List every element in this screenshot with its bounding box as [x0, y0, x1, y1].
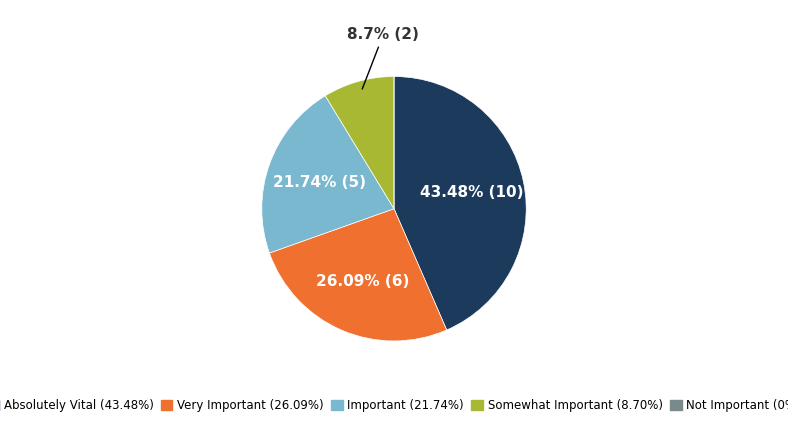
Wedge shape [269, 209, 447, 341]
Wedge shape [325, 76, 394, 209]
Text: 26.09% (6): 26.09% (6) [316, 274, 409, 289]
Legend: Absolutely Vital (43.48%), Very Important (26.09%), Important (21.74%), Somewhat: Absolutely Vital (43.48%), Very Importan… [0, 394, 788, 416]
Text: 43.48% (10): 43.48% (10) [420, 185, 523, 200]
Wedge shape [262, 96, 394, 253]
Text: 8.7% (2): 8.7% (2) [348, 27, 419, 89]
Wedge shape [394, 76, 526, 330]
Text: 21.74% (5): 21.74% (5) [273, 175, 366, 190]
